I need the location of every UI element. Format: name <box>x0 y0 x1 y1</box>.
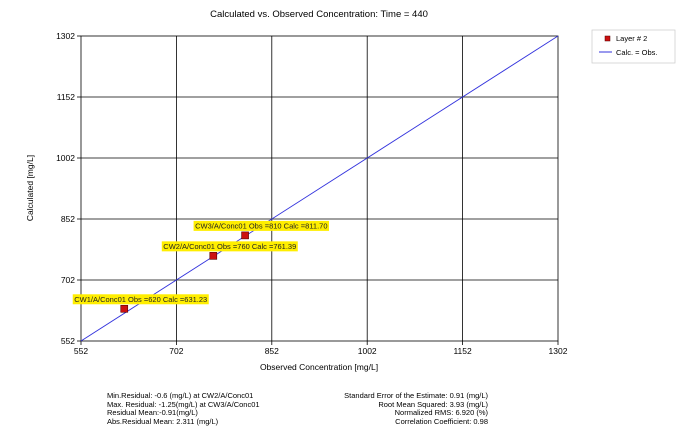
y-tick-label: 552 <box>61 336 75 346</box>
y-axis-label: Calculated [mg/L] <box>25 155 35 221</box>
point-label-group: CW2/A/Conc01 Obs =760 Calc =761.39 <box>161 241 298 252</box>
legend-layer-marker <box>604 35 611 42</box>
data-point <box>209 252 218 260</box>
plot-frame <box>80 35 559 342</box>
normalized-rms: Normalized RMS: 6.920 (%) <box>394 408 488 418</box>
x-tick-label: 1002 <box>358 346 377 356</box>
y-tick-label: 1152 <box>57 92 76 102</box>
x-tick-label: 1152 <box>453 346 472 356</box>
axis-ticks: 552 702 852 1002 1152 1302 552 702 852 1002 1152 13… <box>56 31 568 356</box>
point-label-group: CW3/A/Conc01 Obs =810 Calc =811.70 <box>193 220 330 231</box>
point-label: CW3/A/Conc01 Obs =810 Calc =811.70 <box>195 221 327 230</box>
standard-error: Standard Error of the Estimate: 0.91 (mg… <box>344 391 488 400</box>
grid <box>80 35 559 342</box>
residual-stats: Min.Residual: -0.6 (mg/L) at CW2/A/Conc0… <box>107 391 260 426</box>
correlation-coefficient: Correlation Coefficient: 0.98 <box>395 416 488 426</box>
legend-layer-label: Layer # 2 <box>616 34 647 43</box>
identity-line <box>80 35 559 342</box>
x-tick-label: 1302 <box>549 346 568 356</box>
point-label-highlight <box>72 294 209 305</box>
y-tick-label: 702 <box>61 275 75 285</box>
root-mean-squared: Root Mean Squared: 3.93 (mg/L) <box>378 399 488 409</box>
point-label: CW2/A/Conc01 Obs =760 Calc =761.39 <box>163 242 296 251</box>
data-points: CW1/A/Conc01 Obs =620 Calc =631.23 CW2/A/… <box>72 220 330 313</box>
legend: Layer # 2 Calc. = Obs. <box>591 29 676 64</box>
point-label-highlight <box>193 220 330 231</box>
y-tick-label: 1002 <box>56 153 75 163</box>
min-residual: Min.Residual: -0.6 (mg/L) at CW2/A/Conc0… <box>107 391 254 400</box>
point-label: CW1/A/Conc01 Obs =620 Calc =631.23 <box>74 295 207 304</box>
data-point <box>120 304 129 313</box>
error-stats: Standard Error of the Estimate: 0.91 (mg… <box>344 391 488 426</box>
x-tick-label: 702 <box>169 346 183 356</box>
point-label-group: CW1/A/Conc01 Obs =620 Calc =631.23 <box>72 294 209 305</box>
x-tick-label: 552 <box>74 346 88 356</box>
y-tick-label: 1302 <box>56 31 75 41</box>
x-axis-label: Observed Concentration [mg/L] <box>260 362 378 372</box>
x-tick-label: 852 <box>265 346 279 356</box>
identity-line-layer <box>80 35 559 342</box>
abs-residual-mean: Abs.Residual Mean: 2.311 (mg/L) <box>107 416 219 426</box>
legend-box <box>591 29 676 64</box>
y-tick-label: 852 <box>61 214 75 224</box>
residual-mean: Residual Mean:-0.91(mg/L) <box>107 408 198 418</box>
point-label-highlight <box>161 241 298 252</box>
chart-title: Calculated vs. Observed Concentration: T… <box>210 9 428 20</box>
max-residual: Max. Residual: -1.25(mg/L) at CW3/A/Conc… <box>107 399 260 409</box>
data-point <box>241 231 249 240</box>
legend-identity-label: Calc. = Obs. <box>616 48 657 57</box>
